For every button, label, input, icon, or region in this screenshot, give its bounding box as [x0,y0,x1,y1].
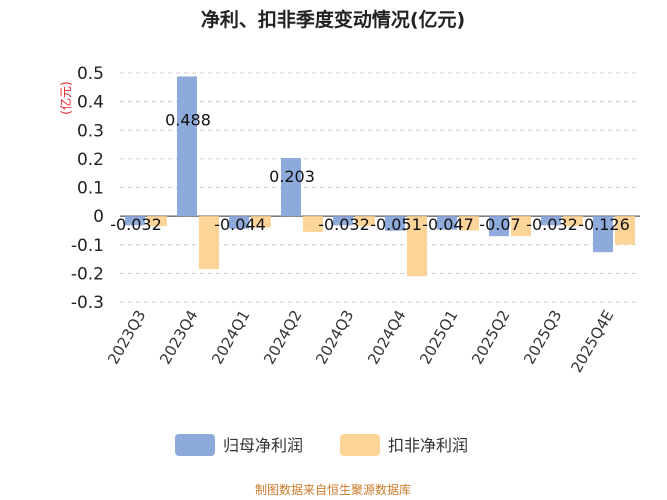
data-label: -0.044 [214,215,266,234]
bar-net-profit [281,158,301,217]
bar-net-profit [333,216,353,226]
x-tick-label: 2024Q2 [260,307,305,368]
bar-deducted-net-profit [251,216,271,228]
bar-deducted-net-profit [511,216,531,237]
bar-net-profit [541,216,561,226]
bar-net-profit [593,216,613,253]
bar-net-profit [177,76,197,217]
y-tick-label: -0.3 [71,293,104,313]
y-tick-label: 0.5 [77,64,104,84]
x-tick-label: 2023Q3 [104,307,149,368]
legend-swatch [340,434,380,456]
data-label: -0.032 [110,215,162,234]
x-tick-label: 2025Q2 [468,307,513,368]
y-tick-label: 0.2 [77,150,104,170]
bar-deducted-net-profit [407,216,427,277]
bar-deducted-net-profit [563,216,583,227]
data-label: -0.032 [318,215,370,234]
x-tick-label: 2025Q4E [567,307,617,376]
y-tick-label: -0.1 [71,236,104,256]
bar-deducted-net-profit [303,216,323,232]
bar-deducted-net-profit [199,216,219,270]
x-tick-label: 2024Q4 [364,307,409,368]
data-label: -0.032 [526,215,578,234]
bar-deducted-net-profit [355,216,375,227]
data-label: 0.203 [269,167,315,186]
x-tick-label: 2024Q3 [312,307,357,368]
y-tick-label: 0 [93,207,104,227]
bars [125,76,635,277]
bar-net-profit [125,216,145,226]
data-label: -0.07 [479,215,520,234]
legend-label: 扣非净利润 [388,436,468,455]
source-note: 制图数据来自恒生聚源数据库 [255,482,411,497]
x-tick-label: 2025Q3 [520,307,565,368]
y-tick-label: 0.1 [77,179,104,199]
y-axis-label: (亿元) [58,81,73,114]
bar-net-profit [229,216,249,229]
y-tick-label: 0.3 [77,121,104,141]
x-tick-label: 2023Q4 [156,307,201,368]
bar-deducted-net-profit [147,216,167,227]
legend-swatch [175,434,215,456]
bar-net-profit [437,216,457,230]
bar-deducted-net-profit [615,216,635,245]
data-label: 0.488 [165,111,211,130]
chart-title: 净利、扣非季度变动情况(亿元) [201,8,465,31]
legend: 归母净利润 扣非净利润 [175,434,468,456]
x-axis-ticks: 2023Q3 2023Q4 2024Q1 2024Q2 2024Q3 2024Q4 2025… [104,307,617,376]
y-axis-ticks: 0.5 0.4 0.3 0.2 0.1 0 -0.1 -0.2 -0.3 [71,64,104,313]
y-tick-label: -0.2 [71,264,104,284]
data-label: -0.047 [422,215,474,234]
x-tick-label: 2024Q1 [208,307,253,368]
data-label: -0.126 [578,215,630,234]
bar-net-profit [489,216,509,237]
bar-deducted-net-profit [459,216,479,231]
x-tick-label: 2025Q1 [416,307,461,368]
y-tick-label: 0.4 [77,93,104,113]
data-label: -0.051 [370,215,422,234]
bar-net-profit [385,216,405,231]
gridlines [120,72,640,303]
legend-label: 归母净利润 [223,436,303,455]
